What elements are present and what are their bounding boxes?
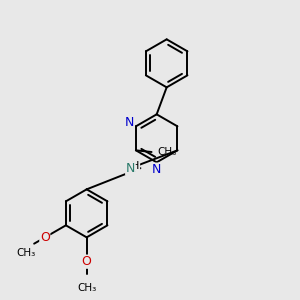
Text: N: N: [125, 116, 134, 129]
Text: CH₃: CH₃: [77, 283, 96, 293]
Text: N: N: [152, 163, 161, 176]
Text: H: H: [131, 160, 140, 170]
Text: CH₃: CH₃: [158, 147, 177, 157]
Text: O: O: [40, 231, 50, 244]
Text: N: N: [126, 162, 135, 175]
Text: O: O: [82, 255, 92, 268]
Text: CH₃: CH₃: [16, 248, 36, 258]
